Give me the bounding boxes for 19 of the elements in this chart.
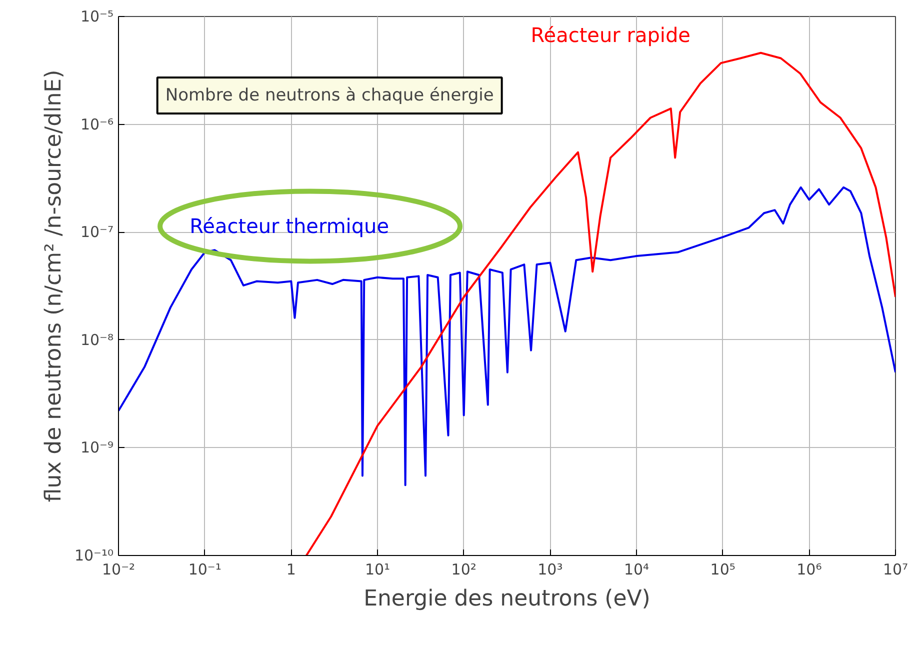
x-tick-label: 10⁵	[710, 560, 736, 578]
x-tick-label: 10⁷	[882, 560, 908, 578]
y-axis-title: flux de neutrons (n/cm² /n-source/dlnE)	[41, 70, 66, 502]
x-axis-title: Energie des neutrons (eV)	[364, 586, 650, 612]
x-tick-label: 10⁻¹	[188, 560, 222, 578]
x-tick-label: 10¹	[364, 560, 390, 578]
x-tick-label: 10³	[538, 560, 563, 578]
annotation: Nombre de neutrons à chaque énergie	[165, 86, 494, 106]
y-tick-label: 10⁻⁶	[80, 115, 114, 134]
x-tick-label: 10⁶	[796, 560, 822, 578]
x-tick-label: 10⁴	[624, 560, 650, 578]
y-tick-label: 10⁻⁸	[80, 330, 114, 349]
series-label: Réacteur rapide	[530, 22, 690, 47]
y-tick-label: 10⁻⁵	[80, 8, 114, 26]
x-tick-label: 10²	[451, 560, 476, 578]
series-label: Réacteur thermique	[190, 214, 390, 238]
y-tick-label: 10⁻⁹	[80, 438, 114, 457]
x-tick-label: 1	[286, 560, 296, 578]
y-tick-label: 10⁻⁷	[80, 223, 114, 242]
